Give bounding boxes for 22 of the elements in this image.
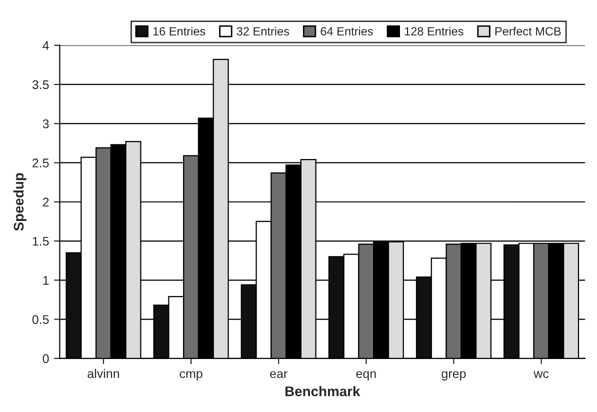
y-tick-label: 1 — [43, 276, 49, 285]
y-tick-label: 2 — [42, 198, 49, 206]
legend-label: 128 Entries — [404, 26, 464, 36]
y-tick-label: 1.5 — [32, 236, 49, 246]
x-tick-label: cmp — [180, 371, 202, 381]
x-tick-label: grep — [442, 371, 466, 381]
y-tick-label: 4 — [42, 41, 49, 50]
legend-label: 32 Entries — [236, 26, 290, 36]
y-axis-title: Speedup — [13, 173, 26, 231]
legend-label: 16 Entries — [153, 26, 206, 36]
x-tick-label: eqn — [356, 371, 376, 381]
legend-label: Perfect MCB — [495, 26, 561, 36]
x-tick-label: ear — [270, 371, 288, 378]
y-tick-label: 0.5 — [32, 315, 49, 324]
y-tick-label: 3 — [42, 119, 49, 128]
y-tick-label: 0 — [42, 354, 49, 364]
x-tick-label: wc — [534, 371, 549, 378]
y-tick-label: 2.5 — [32, 158, 49, 168]
legend-label: 64 Entries — [320, 26, 373, 36]
x-tick-label: alvinn — [88, 368, 119, 378]
x-axis-title: Benchmark — [285, 386, 360, 396]
y-tick-label: 3.5 — [32, 80, 49, 90]
